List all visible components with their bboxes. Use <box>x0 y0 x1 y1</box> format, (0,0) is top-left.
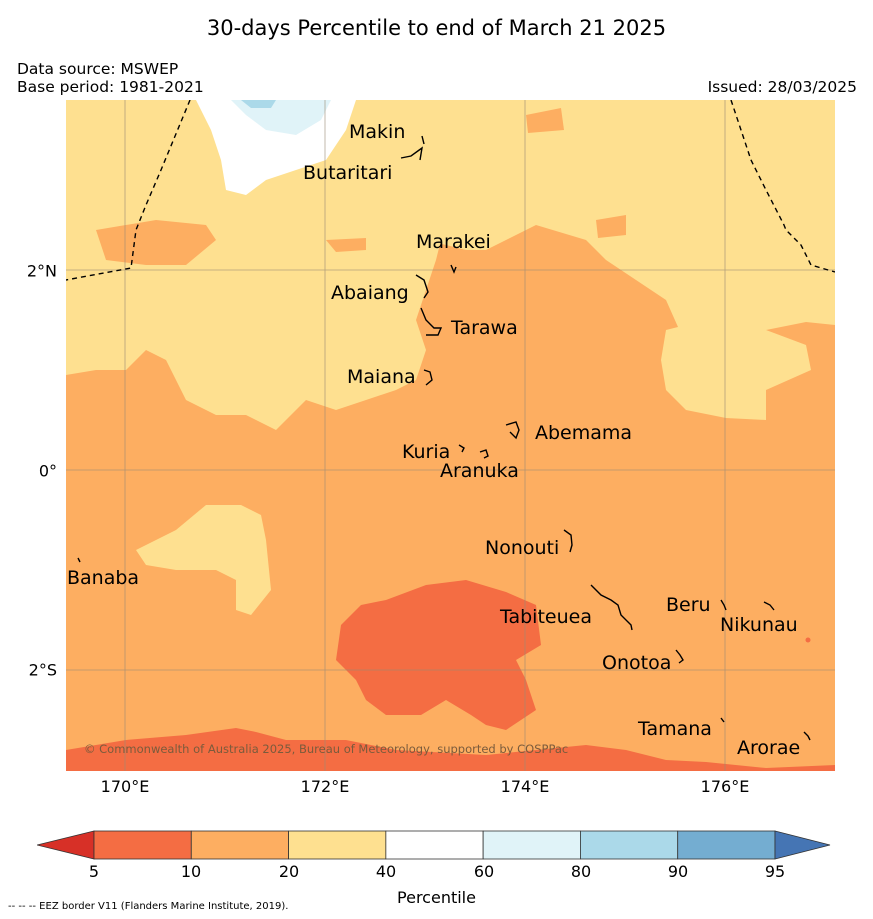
colorbar-tick: 90 <box>667 862 689 881</box>
colorbar-tick: 80 <box>570 862 592 881</box>
lon-tick: 170°E <box>100 777 150 796</box>
map-canvas <box>66 100 835 771</box>
place-label-onotoa: Onotoa <box>602 652 672 674</box>
place-label-tarawa: Tarawa <box>451 317 518 339</box>
place-label-nonouti: Nonouti <box>485 537 560 559</box>
issued-date: Issued: 28/03/2025 <box>707 78 857 96</box>
lat-tick: 0° <box>38 461 57 481</box>
colorbar-tick: 40 <box>375 862 397 881</box>
data-source: Data source: MSWEP <box>17 60 179 78</box>
place-label-tabiteuea: Tabiteuea <box>500 606 592 628</box>
band-40-60-top <box>196 100 356 195</box>
band-20-40-east <box>661 320 811 420</box>
place-label-beru: Beru <box>666 594 711 616</box>
band-10-20-patch-c <box>526 108 564 133</box>
graticule <box>66 100 835 771</box>
island-outlines <box>77 135 811 741</box>
band-10-20-patch-d <box>596 215 626 238</box>
lat-tick: 2°N <box>26 261 57 281</box>
place-label-butaritari: Butaritari <box>303 162 393 184</box>
lon-tick: 172°E <box>300 777 350 796</box>
base-period: Base period: 1981-2021 <box>17 78 204 96</box>
band-10-20-patch-b <box>326 238 366 252</box>
band-20-40-west <box>66 100 446 430</box>
eez-footnote: -- -- -- EEZ border V11 (Flanders Marine… <box>8 901 289 912</box>
place-label-marakei: Marakei <box>416 231 491 253</box>
lon-tick: 174°E <box>500 777 550 796</box>
colorbar-segment <box>93 830 192 860</box>
place-label-arorae: Arorae <box>737 737 801 759</box>
colorbar-segment <box>288 830 387 860</box>
colorbar-tick: 60 <box>473 862 495 881</box>
band-20-40-southwest <box>136 505 271 615</box>
colorbar-tick: 10 <box>180 862 202 881</box>
small-mark <box>805 637 811 643</box>
band-5-10-south <box>336 580 541 730</box>
lon-tick: 176°E <box>700 777 750 796</box>
place-label-tamana: Tamana <box>638 718 712 740</box>
band-5-10-bottom <box>66 728 835 771</box>
map-title: 30-days Percentile to end of March 21 20… <box>206 16 667 40</box>
place-label-abemama: Abemama <box>535 422 633 444</box>
colorbar-segment <box>482 830 581 860</box>
eez-border <box>66 100 835 281</box>
colorbar-extend-high <box>774 830 831 860</box>
colorbar-segment <box>190 830 289 860</box>
colorbar-label: Percentile <box>397 888 476 907</box>
colorbar-tick: 20 <box>278 862 300 881</box>
place-label-makin: Makin <box>349 121 406 143</box>
place-label-kuria: Kuria <box>402 441 451 463</box>
colorbar-segment <box>677 830 776 860</box>
place-label-maiana: Maiana <box>347 366 416 388</box>
place-label-aranuka: Aranuka <box>440 460 519 482</box>
lat-tick: 2°S <box>28 660 57 680</box>
place-label-banaba: Banaba <box>67 567 140 589</box>
colorbar-graphic <box>36 830 831 860</box>
colorbar-tick: 95 <box>764 862 786 881</box>
colorbar-extend-low <box>36 830 95 860</box>
colorbar-segment <box>385 830 484 860</box>
colorbar <box>36 830 833 864</box>
band-10-20-patch-a <box>96 220 216 265</box>
colorbar-segment <box>580 830 679 860</box>
colorbar-tick: 5 <box>88 862 100 881</box>
percentile-map <box>66 100 835 771</box>
band-60-80-top <box>231 100 331 135</box>
place-label-nikunau: Nikunau <box>720 614 798 636</box>
band-80-90-top <box>241 100 276 108</box>
copyright-notice: © Commonwealth of Australia 2025, Bureau… <box>84 742 569 756</box>
place-label-abaiang: Abaiang <box>331 282 409 304</box>
